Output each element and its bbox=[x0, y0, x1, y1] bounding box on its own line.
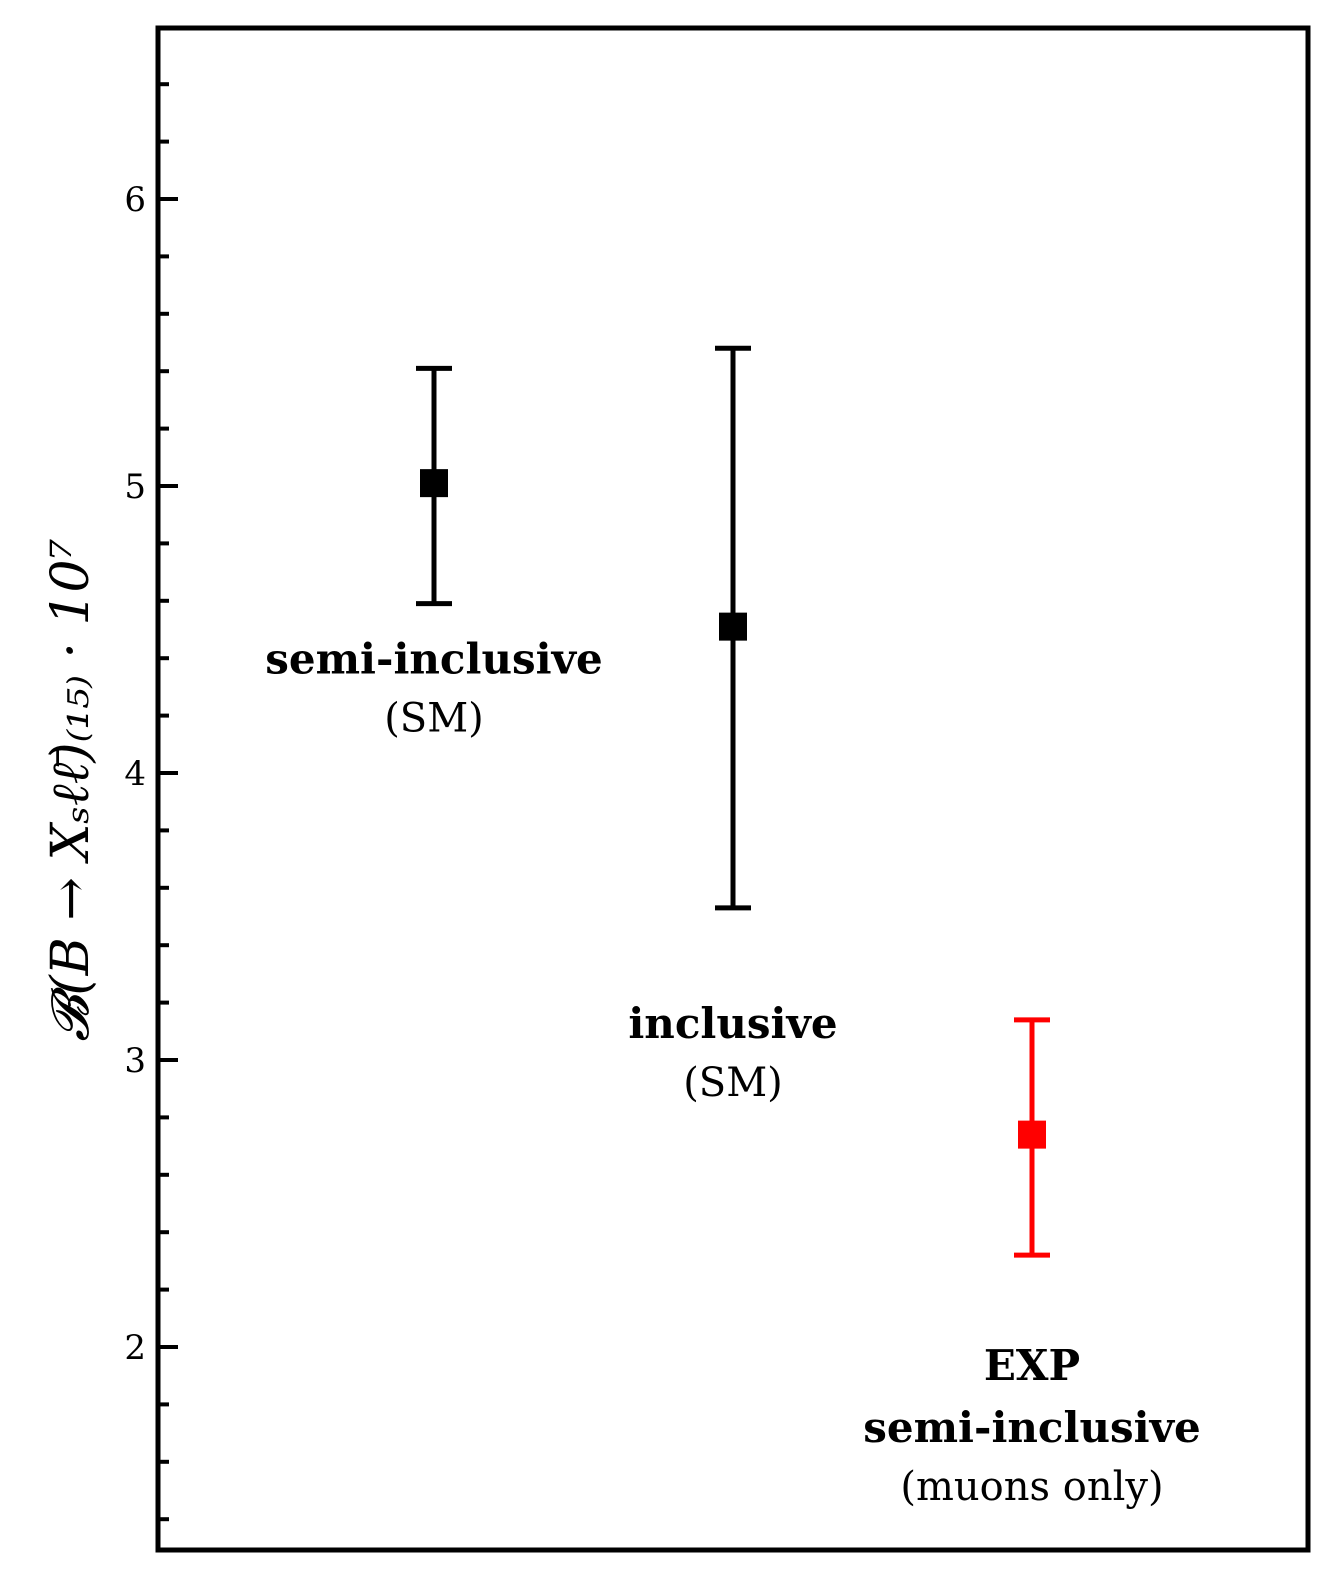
data-point-marker bbox=[719, 612, 747, 641]
data-point-group: semi-inclusive (SM) bbox=[265, 365, 603, 742]
data-point-marker bbox=[420, 469, 448, 498]
y-tick-label: 5 bbox=[124, 467, 146, 507]
data-point-group: inclusive (SM) bbox=[628, 345, 838, 1106]
data-point-marker bbox=[1018, 1120, 1046, 1149]
y-tick-label: 2 bbox=[124, 1328, 146, 1368]
data-point-group: EXP semi-inclusive (muons only) bbox=[863, 1017, 1201, 1510]
data-label: EXP bbox=[984, 1341, 1080, 1390]
y-axis-label: 𝓑(B → Xₛℓℓ̄)₍₁₅₎ · 10⁷ bbox=[41, 538, 101, 1041]
data-label: (muons only) bbox=[900, 1464, 1163, 1510]
data-label: inclusive bbox=[628, 999, 837, 1048]
data-label: semi-inclusive bbox=[863, 1403, 1200, 1452]
y-tick-label: 4 bbox=[124, 754, 146, 794]
y-tick-label: 3 bbox=[124, 1041, 146, 1081]
data-label: (SM) bbox=[683, 1060, 783, 1106]
data-label: (SM) bbox=[384, 696, 484, 742]
y-tick-label: 6 bbox=[124, 180, 146, 220]
data-label: semi-inclusive bbox=[265, 635, 602, 684]
plot-frame bbox=[155, 25, 1311, 1553]
